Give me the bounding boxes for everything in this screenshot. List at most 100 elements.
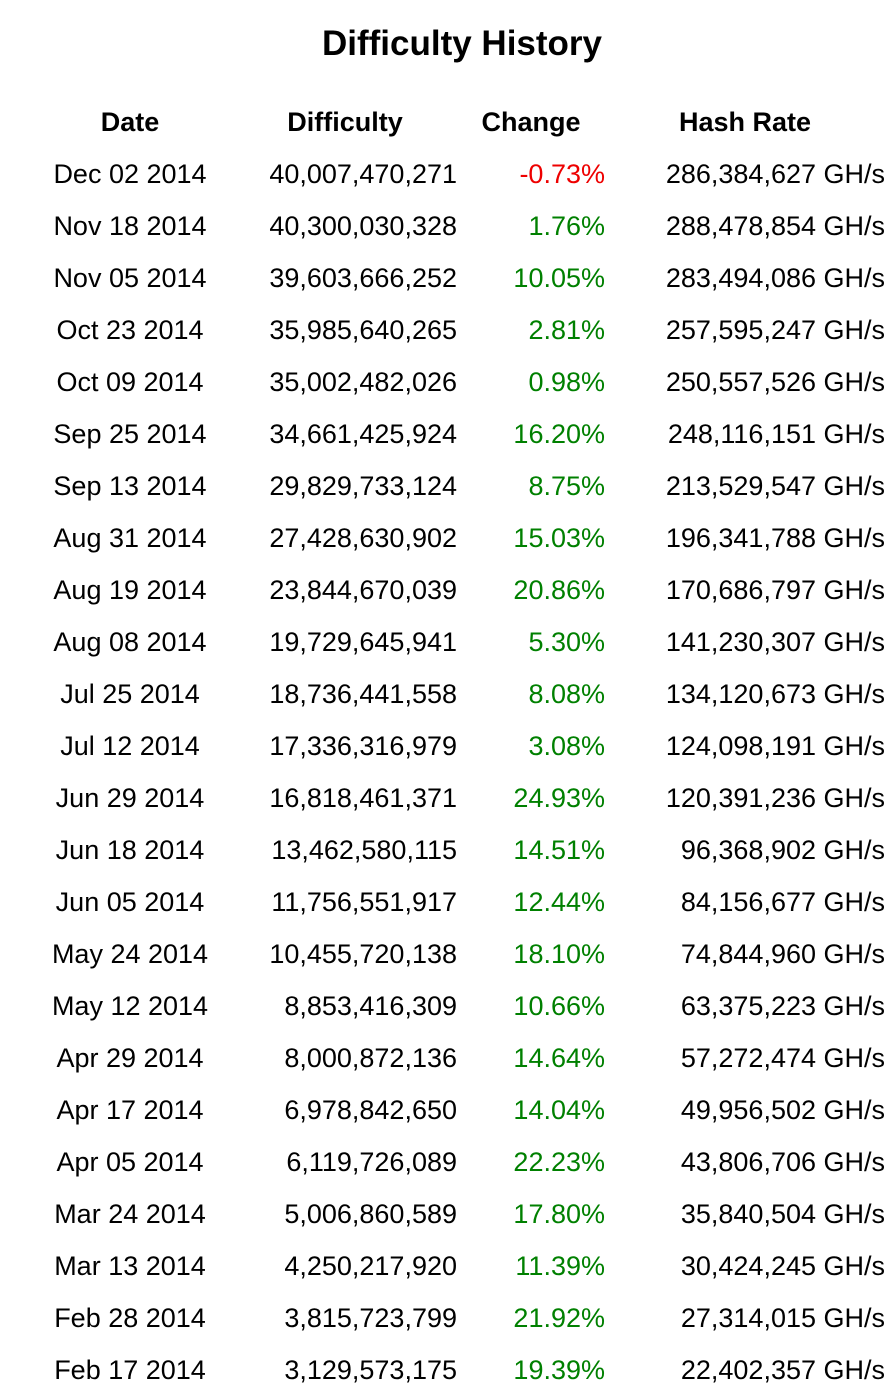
hash-rate-cell: 286,384,627 GH/s [665, 159, 885, 189]
hash-rate-cell: 257,595,247 GH/s [665, 315, 885, 345]
difficulty-cell: 29,829,733,124 [269, 471, 457, 501]
change-cell: 0.98% [528, 367, 605, 397]
date-cell: Jun 18 2014 [55, 835, 205, 865]
hash-rate-cell: 96,368,902 GH/s [680, 835, 885, 865]
difficulty-cell: 8,000,872,136 [284, 1043, 457, 1073]
date-cell: Apr 05 2014 [56, 1147, 204, 1177]
date-cell: Jun 29 2014 [55, 783, 205, 813]
date-cell: Aug 31 2014 [53, 523, 207, 553]
change-cell: 10.66% [513, 991, 605, 1021]
difficulty-cell: 13,462,580,115 [271, 835, 457, 865]
date-cell: Aug 19 2014 [53, 575, 207, 605]
table-row: Apr 29 2014 8,000,872,136 14.64% 57,272,474… [27, 1032, 885, 1084]
hash-rate-cell: 134,120,673 GH/s [665, 679, 885, 709]
date-cell: Feb 28 2014 [54, 1303, 206, 1333]
change-cell: 8.08% [528, 679, 605, 709]
change-cell: 18.10% [513, 939, 605, 969]
table-row: Feb 17 2014 3,129,573,175 19.39% 22,402,357… [27, 1344, 885, 1396]
date-cell: Apr 29 2014 [56, 1043, 204, 1073]
difficulty-cell: 27,428,630,902 [269, 523, 457, 553]
hash-rate-cell: 283,494,086 GH/s [665, 263, 885, 293]
hash-rate-cell: 63,375,223 GH/s [680, 991, 885, 1021]
hash-rate-cell: 30,424,245 GH/s [680, 1251, 885, 1281]
difficulty-cell: 17,336,316,979 [269, 731, 457, 761]
difficulty-cell: 39,603,666,252 [269, 263, 457, 293]
date-cell: Jul 12 2014 [60, 731, 200, 761]
difficulty-cell: 3,129,573,175 [284, 1355, 457, 1385]
table-row: Mar 24 2014 5,006,860,589 17.80% 35,840,504… [27, 1188, 885, 1240]
change-cell: 10.05% [513, 263, 605, 293]
difficulty-cell: 6,119,726,089 [286, 1147, 457, 1177]
column-header-difficulty: Difficulty [287, 107, 403, 137]
date-cell: Mar 24 2014 [54, 1199, 206, 1229]
date-cell: Jun 05 2014 [55, 887, 205, 917]
difficulty-cell: 19,729,645,941 [269, 627, 457, 657]
hash-rate-cell: 84,156,677 GH/s [680, 887, 885, 917]
date-cell: Sep 13 2014 [53, 471, 207, 501]
date-cell: May 12 2014 [51, 991, 209, 1021]
table-body: Dec 02 2014 40,007,470,271 -0.73% 286,384,6… [27, 148, 885, 1396]
page-title: Difficulty History [321, 24, 603, 63]
difficulty-cell: 10,455,720,138 [269, 939, 457, 969]
table-row: Sep 25 2014 34,661,425,924 16.20% 248,116,1… [27, 408, 885, 460]
change-cell: 14.04% [513, 1095, 605, 1125]
difficulty-cell: 40,007,470,271 [269, 159, 457, 189]
change-cell: 3.08% [528, 731, 605, 761]
difficulty-cell: 23,844,670,039 [269, 575, 457, 605]
table-row: Mar 13 2014 4,250,217,920 11.39% 30,424,245… [27, 1240, 885, 1292]
hash-rate-cell: 124,098,191 GH/s [665, 731, 885, 761]
hash-rate-cell: 35,840,504 GH/s [680, 1199, 885, 1229]
change-cell: 17.80% [513, 1199, 605, 1229]
hash-rate-cell: 196,341,788 GH/s [665, 523, 885, 553]
table-row: May 24 2014 10,455,720,138 18.10% 74,844,96… [27, 928, 885, 980]
difficulty-cell: 8,853,416,309 [284, 991, 457, 1021]
hash-rate-cell: 27,314,015 GH/s [680, 1303, 885, 1333]
table-row: Jul 12 2014 17,336,316,979 3.08% 124,098,19… [27, 720, 885, 772]
table-header-row: Date Difficulty Change Hash Rate [27, 96, 885, 148]
change-cell: 21.92% [513, 1303, 605, 1333]
table-row: Jun 29 2014 16,818,461,371 24.93% 120,391,2… [27, 772, 885, 824]
table-row: Jul 25 2014 18,736,441,558 8.08% 134,120,67… [27, 668, 885, 720]
change-cell: 24.93% [513, 783, 605, 813]
table-row: Nov 18 2014 40,300,030,328 1.76% 288,478,85… [27, 200, 885, 252]
table-row: Dec 02 2014 40,007,470,271 -0.73% 286,384,6… [27, 148, 885, 200]
date-cell: Nov 18 2014 [53, 211, 207, 241]
hash-rate-cell: 213,529,547 GH/s [665, 471, 885, 501]
difficulty-history-table: Date Difficulty Change Hash Rate Dec 02 … [27, 96, 885, 1396]
hash-rate-cell: 43,806,706 GH/s [680, 1147, 885, 1177]
difficulty-cell: 5,006,860,589 [284, 1199, 457, 1229]
table-row: Apr 17 2014 6,978,842,650 14.04% 49,956,502… [27, 1084, 885, 1136]
table-row: Jun 05 2014 11,756,551,917 12.44% 84,156,67… [27, 876, 885, 928]
hash-rate-cell: 120,391,236 GH/s [665, 783, 885, 813]
change-cell: 19.39% [513, 1355, 605, 1385]
difficulty-cell: 35,002,482,026 [269, 367, 457, 397]
hash-rate-cell: 250,557,526 GH/s [665, 367, 885, 397]
table-row: Jun 18 2014 13,462,580,115 14.51% 96,368,90… [27, 824, 885, 876]
difficulty-cell: 40,300,030,328 [269, 211, 457, 241]
date-cell: Dec 02 2014 [53, 159, 207, 189]
change-cell: 22.23% [513, 1147, 605, 1177]
table-row: Sep 13 2014 29,829,733,124 8.75% 213,529,54… [27, 460, 885, 512]
change-cell: -0.73% [519, 159, 605, 189]
change-cell: 14.51% [513, 835, 605, 865]
date-cell: Oct 23 2014 [56, 315, 204, 345]
change-cell: 20.86% [513, 575, 605, 605]
table-row: Apr 05 2014 6,119,726,089 22.23% 43,806,706… [27, 1136, 885, 1188]
date-cell: Sep 25 2014 [53, 419, 207, 449]
table-row: Aug 19 2014 23,844,670,039 20.86% 170,686,7… [27, 564, 885, 616]
change-cell: 15.03% [513, 523, 605, 553]
change-cell: 16.20% [513, 419, 605, 449]
difficulty-cell: 6,978,842,650 [284, 1095, 457, 1125]
change-cell: 2.81% [528, 315, 605, 345]
difficulty-cell: 4,250,217,920 [284, 1251, 457, 1281]
difficulty-cell: 18,736,441,558 [269, 679, 457, 709]
table-row: May 12 2014 8,853,416,309 10.66% 63,375,223… [27, 980, 885, 1032]
table-row: Aug 08 2014 19,729,645,941 5.30% 141,230,30… [27, 616, 885, 668]
hash-rate-cell: 49,956,502 GH/s [680, 1095, 885, 1125]
difficulty-cell: 35,985,640,265 [269, 315, 457, 345]
hash-rate-cell: 170,686,797 GH/s [665, 575, 885, 605]
hash-rate-cell: 248,116,151 GH/s [667, 419, 885, 449]
hash-rate-cell: 74,844,960 GH/s [680, 939, 885, 969]
date-cell: Jul 25 2014 [60, 679, 200, 709]
